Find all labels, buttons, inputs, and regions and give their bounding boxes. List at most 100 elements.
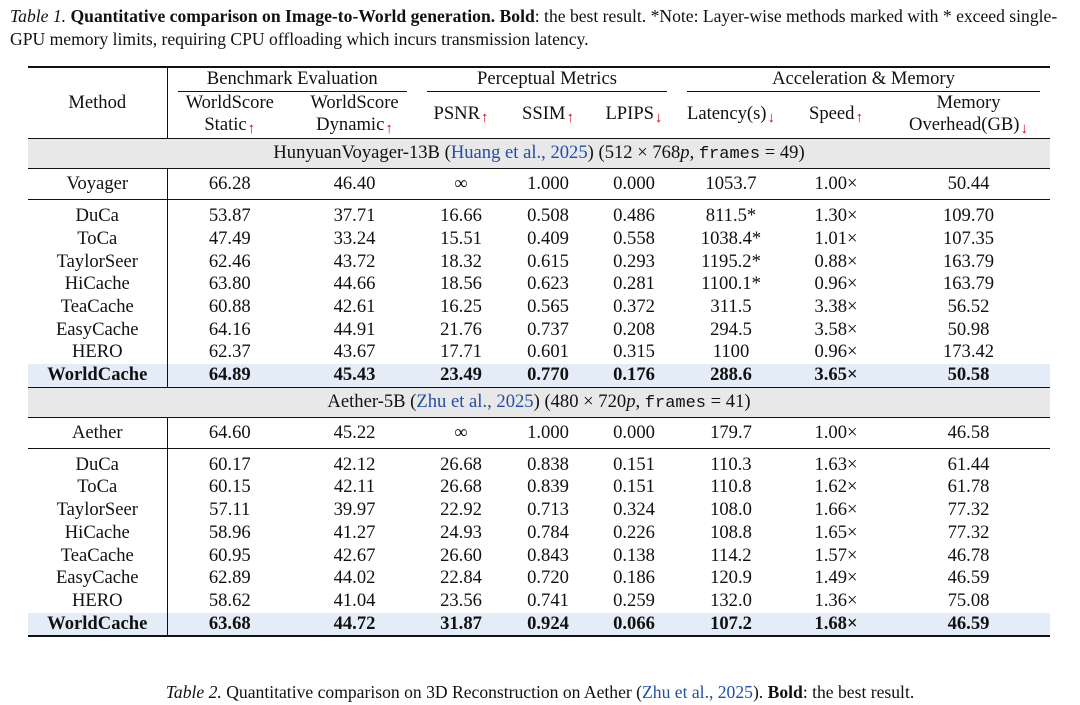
column-header-line1: Memory xyxy=(936,91,1001,113)
table2-text-3: : the best result. xyxy=(802,682,915,702)
value-cell: 0.770 xyxy=(505,364,591,388)
column-header-line2: Latency(s) xyxy=(687,103,767,125)
value-cell: 0.138 xyxy=(613,544,655,566)
value-cell: 39.97 xyxy=(333,499,376,521)
value-cell: 294.5 xyxy=(710,318,752,340)
method-name-cell: TeaCache xyxy=(28,295,168,319)
table2-text: Quantitative comparison on 3D Reconstruc… xyxy=(221,682,643,702)
arrow-up-icon: ↑ xyxy=(385,121,393,138)
value-cell: 26.60 xyxy=(440,544,482,566)
value-cell: 43.67 xyxy=(333,341,376,363)
arrow-up-icon: ↑ xyxy=(566,110,574,127)
value-cell: 45.22 xyxy=(292,417,417,449)
column-header-line2: PSNR xyxy=(433,103,480,125)
value-cell: 57.11 xyxy=(209,499,251,521)
value-cell: 109.70 xyxy=(942,205,995,227)
group-label: Perceptual Metrics xyxy=(477,68,617,89)
value-cell: 77.32 xyxy=(947,499,990,521)
table1-caption: Table 1. Quantitative comparison on Imag… xyxy=(10,5,1075,51)
frames-value: = 41) xyxy=(706,390,751,412)
value-cell: 66.28 xyxy=(167,168,292,201)
value-cell: 46.59 xyxy=(887,612,1051,636)
citation-link[interactable]: Zhu et al., 2025 xyxy=(416,390,534,412)
value-cell: 24.93 xyxy=(440,521,482,543)
value-cell: 56.52 xyxy=(947,295,990,317)
value-cell: 62.46 xyxy=(208,250,251,272)
table-row: DuCa 53.87 37.71 16.66 0.508 0.486 811.5* 1.30×… xyxy=(28,205,1050,228)
results-table: Method Benchmark Evaluation Perceptual M… xyxy=(28,66,1051,637)
group-acceleration-memory: Acceleration & Memory xyxy=(677,67,1050,92)
value-cell: 1.65× xyxy=(814,521,858,543)
spacer-cell xyxy=(28,448,168,454)
value-cell: 811.5* xyxy=(705,205,757,227)
value-cell: 0.176 xyxy=(591,364,677,388)
value-cell: 0.741 xyxy=(527,589,569,611)
value-cell: 0.924 xyxy=(505,612,591,636)
value-cell: 15.51 xyxy=(440,227,482,249)
column-header: Speed↑ xyxy=(785,92,887,139)
table-row: HiCache 58.96 41.27 24.93 0.784 0.226 108.8 1.6… xyxy=(28,521,1050,545)
table2-citation-link[interactable]: Zhu et al., 2025 xyxy=(642,682,753,702)
value-cell: 63.68 xyxy=(167,612,292,636)
column-header-line1: WorldScore xyxy=(185,91,274,113)
value-cell: ∞ xyxy=(417,168,505,201)
value-cell: 53.87 xyxy=(208,205,251,227)
citation-link[interactable]: Huang et al., 2025 xyxy=(450,142,588,164)
table-row: TeaCache 60.95 42.67 26.60 0.843 0.138 114.2 1.… xyxy=(28,544,1050,568)
arrow-up-icon: ↑ xyxy=(247,121,256,138)
table-row: ToCa 47.49 33.24 15.51 0.409 0.558 1038.4* 1.01… xyxy=(28,227,1050,251)
value-cell: 163.79 xyxy=(942,273,995,295)
value-cell: 42.12 xyxy=(333,453,376,475)
value-cell: 61.78 xyxy=(947,476,990,498)
value-cell: 1.68× xyxy=(785,612,887,636)
value-cell: 0.838 xyxy=(527,453,569,475)
value-cell: 110.8 xyxy=(710,476,752,498)
value-cell: 311.5 xyxy=(710,295,752,317)
value-cell: 18.56 xyxy=(440,273,482,295)
value-cell: 0.000 xyxy=(591,417,677,449)
value-cell: 43.72 xyxy=(333,250,376,272)
value-cell: 61.44 xyxy=(947,453,990,475)
value-cell: 0.151 xyxy=(613,453,655,475)
spacer-cell xyxy=(28,199,168,206)
value-cell: 46.40 xyxy=(292,168,417,201)
value-cell: 75.08 xyxy=(947,589,990,611)
value-cell: 0.208 xyxy=(613,318,655,340)
value-cell: 179.7 xyxy=(677,417,785,449)
resolution-unit: p xyxy=(626,390,636,412)
table-row: TeaCache 60.88 42.61 16.25 0.565 0.372 311.5 3.… xyxy=(28,295,1050,319)
value-cell: 77.32 xyxy=(947,521,990,543)
value-cell: 107.35 xyxy=(942,227,995,249)
group-rule xyxy=(427,90,667,92)
value-cell: 163.79 xyxy=(942,250,995,272)
method-name-cell: EasyCache xyxy=(28,318,168,342)
value-cell: 108.8 xyxy=(710,521,752,543)
arrow-up-icon: ↑ xyxy=(481,110,489,127)
table2-bold-note: Bold xyxy=(767,682,803,702)
column-header-line1: WorldScore xyxy=(310,91,399,113)
value-cell: 1.00× xyxy=(785,168,887,201)
value-cell: 1.01× xyxy=(814,227,858,249)
value-cell: 173.42 xyxy=(942,341,995,363)
value-cell: 288.6 xyxy=(677,364,785,388)
method-name-cell: HiCache xyxy=(28,521,168,545)
method-name-cell: ToCa xyxy=(28,476,168,500)
table1-title: Quantitative comparison on Image-to-Worl… xyxy=(70,6,496,26)
group-rule xyxy=(687,90,1041,92)
arrow-down-icon: ↓ xyxy=(767,110,776,127)
value-cell: 18.32 xyxy=(440,250,482,272)
value-cell: 44.66 xyxy=(333,273,376,295)
value-cell: 0.259 xyxy=(613,589,655,611)
value-cell: 60.15 xyxy=(208,476,251,498)
value-cell: 132.0 xyxy=(710,589,752,611)
table-row: EasyCache 64.16 44.91 21.76 0.737 0.208 294.5 3… xyxy=(28,318,1050,342)
table1-note: : the best result. *Note: Layer-wise met… xyxy=(10,6,1058,49)
method-name-cell: HiCache xyxy=(28,273,168,296)
table-row: TaylorSeer 57.11 39.97 22.92 0.713 0.324 108.0… xyxy=(28,499,1050,522)
arrow-up-icon: ↑ xyxy=(855,110,863,127)
value-cell: 58.96 xyxy=(208,521,251,543)
value-cell: 3.38× xyxy=(814,295,858,317)
value-cell: 22.84 xyxy=(440,567,482,589)
value-cell: 108.0 xyxy=(710,499,752,521)
value-cell: 62.89 xyxy=(208,567,251,589)
